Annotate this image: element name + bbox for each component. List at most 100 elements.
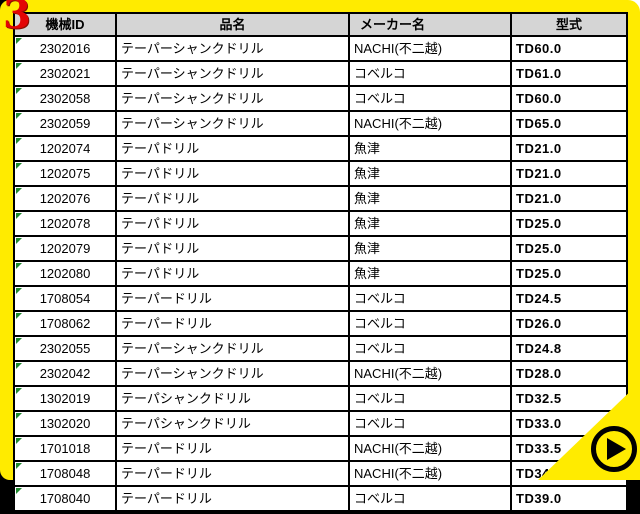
cell-product-name: テーパードリル [115,285,350,312]
machine-id-value: 1708054 [39,291,91,306]
number-as-text-marker-icon [16,338,22,344]
cell-model: TD24.8 [510,335,628,362]
col-header-model: 型式 [510,12,628,37]
cell-machine-id: 2302059 [13,110,117,137]
cell-model: TD25.0 [510,210,628,237]
table-row: 1202078 テーパドリル 魚津 TD25.0 [13,210,628,237]
machine-id-value: 1708048 [39,466,91,481]
cell-machine-id: 1701018 [13,435,117,462]
machine-id-value: 1202075 [39,166,91,181]
cell-model: TD21.0 [510,160,628,187]
machine-table: 機械ID 品名 メーカー名 型式 2302016 テーパーシャンクドリル NAC… [13,12,628,514]
cell-machine-id: 1708048 [13,460,117,487]
cell-maker-name: コベルコ [348,310,512,337]
cell-maker-name: コベルコ [348,335,512,362]
cell-product-name: テーパドリル [115,135,350,162]
cell-machine-id: 2302016 [13,35,117,62]
cell-product-name: テーパーシャンクドリル [115,110,350,137]
cell-maker-name: 魚津 [348,210,512,237]
cell-model: TD65.0 [510,110,628,137]
table-row: 1708062 テーパードリル コベルコ TD26.0 [13,310,628,337]
cell-model: TD28.0 [510,360,628,387]
cell-product-name: テーパドリル [115,235,350,262]
cell-model: TD24.5 [510,285,628,312]
cell-machine-id: 1202075 [13,160,117,187]
number-as-text-marker-icon [16,488,22,494]
cell-model: TD25.0 [510,260,628,287]
cell-model: TD21.0 [510,135,628,162]
cell-product-name: テーパドリル [115,160,350,187]
number-as-text-marker-icon [16,413,22,419]
col-header-machine-id: 機械ID [13,12,117,37]
table-row: 1708040 テーパードリル コベルコ TD39.0 [13,485,628,514]
col-header-product-name: 品名 [115,12,350,37]
number-as-text-marker-icon [16,438,22,444]
cell-product-name: テーパードリル [115,310,350,337]
number-as-text-marker-icon [16,188,22,194]
cell-product-name: テーパードリル [115,460,350,487]
number-as-text-marker-icon [16,113,22,119]
cell-machine-id: 1202080 [13,260,117,287]
cell-model: TD39.0 [510,485,628,514]
cell-product-name: テーパドリル [115,185,350,212]
cell-model: TD60.0 [510,35,628,62]
machine-id-value: 2302055 [39,341,91,356]
machine-id-value: 1302020 [39,416,91,431]
cell-product-name: テーパーシャンクドリル [115,60,350,87]
table-row: 2302055 テーパーシャンクドリル コベルコ TD24.8 [13,335,628,362]
table-row: 1202075 テーパドリル 魚津 TD21.0 [13,160,628,187]
cell-machine-id: 1708062 [13,310,117,337]
machine-id-value: 2302042 [39,366,91,381]
cell-product-name: テーパーシャンクドリル [115,35,350,62]
table-row: 2302016 テーパーシャンクドリル NACHI(不二越) TD60.0 [13,35,628,62]
cell-machine-id: 1708054 [13,285,117,312]
cell-model: TD26.0 [510,310,628,337]
cell-maker-name: NACHI(不二越) [348,360,512,387]
table-row: 1202079 テーパドリル 魚津 TD25.0 [13,235,628,262]
number-as-text-marker-icon [16,288,22,294]
table-row: 2302058 テーパーシャンクドリル コベルコ TD60.0 [13,85,628,112]
cell-machine-id: 1202076 [13,185,117,212]
table-row: 1302020 テーパシャンクドリル コベルコ TD33.0 [13,410,628,437]
number-as-text-marker-icon [16,463,22,469]
cell-product-name: テーパーシャンクドリル [115,360,350,387]
table-row: 2302042 テーパーシャンクドリル NACHI(不二越) TD28.0 [13,360,628,387]
table-header-row: 機械ID 品名 メーカー名 型式 [13,12,628,37]
table-row: 1202076 テーパドリル 魚津 TD21.0 [13,185,628,212]
cell-product-name: テーパシャンクドリル [115,385,350,412]
table-row: 2302059 テーパーシャンクドリル NACHI(不二越) TD65.0 [13,110,628,137]
cell-maker-name: コベルコ [348,60,512,87]
cell-machine-id: 1202078 [13,210,117,237]
number-as-text-marker-icon [16,238,22,244]
cell-product-name: テーパーシャンクドリル [115,85,350,112]
cell-machine-id: 1202074 [13,135,117,162]
cell-product-name: テーパーシャンクドリル [115,335,350,362]
cell-maker-name: コベルコ [348,385,512,412]
machine-id-value: 1202080 [39,266,91,281]
cell-machine-id: 2302058 [13,85,117,112]
table-row: 1708054 テーパードリル コベルコ TD24.5 [13,285,628,312]
machine-id-value: 2302021 [39,66,91,81]
machine-id-value: 1202076 [39,191,91,206]
next-button[interactable] [591,426,637,472]
machine-id-value: 2302059 [39,116,91,131]
cell-maker-name: 魚津 [348,235,512,262]
play-icon [607,438,626,460]
cell-maker-name: NACHI(不二越) [348,460,512,487]
machine-id-value: 2302058 [39,91,91,106]
cell-maker-name: コベルコ [348,285,512,312]
cell-maker-name: 魚津 [348,135,512,162]
slide-number: 3 [3,0,31,38]
cell-model: TD25.0 [510,235,628,262]
machine-id-value: 1202079 [39,241,91,256]
cell-model: TD21.0 [510,185,628,212]
cell-maker-name: 魚津 [348,160,512,187]
cell-maker-name: NACHI(不二越) [348,35,512,62]
cell-product-name: テーパドリル [115,210,350,237]
cell-machine-id: 1708040 [13,485,117,514]
machine-id-value: 1708062 [39,316,91,331]
cell-machine-id: 1302019 [13,385,117,412]
cell-model: TD60.0 [510,85,628,112]
machine-id-value: 1708040 [39,491,91,506]
machine-id-value: 1701018 [39,441,91,456]
